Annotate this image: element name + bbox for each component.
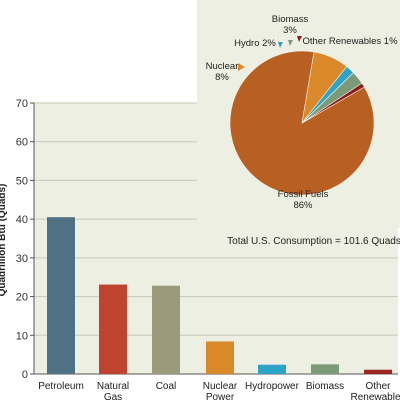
y-tick-label: 40 [16, 214, 28, 226]
pie-label-other-renewables: Other Renewables 1% [302, 36, 398, 47]
pie-label-nuclear-pct: 8% [215, 72, 229, 83]
bar-other-renewables [364, 369, 392, 374]
x-tick-label: Petroleum [38, 381, 84, 392]
bar-natural-gas [99, 284, 127, 374]
pie-pointer-arrow [238, 63, 245, 71]
pie-pointer-arrow [288, 40, 293, 46]
bar-coal [152, 285, 180, 374]
pie-label-hydro-pct: 2% [262, 38, 276, 49]
y-tick-label: 70 [16, 98, 28, 110]
bar-biomass [311, 364, 339, 374]
total-consumption-note: Total U.S. Consumption = 101.6 Quads [227, 236, 400, 247]
bar-nuclear-power [206, 341, 234, 374]
pie-slice-other-renewables [301, 82, 365, 124]
y-tick-label: 10 [16, 330, 28, 342]
pie-label-nuclear: Nuclear [206, 61, 239, 72]
pie-label-hydro-name: Hydro [234, 38, 259, 49]
pie-pointer-arrow [278, 42, 283, 48]
y-axis-label: Quadrillion Btu (Quads) [0, 184, 8, 297]
x-tick-label: Coal [156, 381, 177, 392]
y-tick-label: 30 [16, 253, 28, 265]
pie-pointer-arrow [297, 36, 302, 42]
pie-pointer-arrow [293, 181, 303, 188]
x-tick-label: Biomass [306, 381, 344, 392]
y-tick-label: 0 [22, 369, 28, 381]
y-tick-label: 60 [16, 137, 28, 149]
y-tick-label: 20 [16, 292, 28, 304]
pie-label-biomass-pct: 3% [283, 25, 297, 36]
x-tick-label: Natural Gas [97, 381, 129, 400]
x-tick-label: Hydropower [245, 381, 300, 392]
pie-label-other-renewables-pct: 1% [384, 36, 398, 47]
bar-petroleum [47, 217, 75, 374]
bar-hydropower [258, 364, 286, 374]
pie-label-hydro: Hydro 2% [234, 38, 276, 49]
pie-label-fossil-fuels-pct: 86% [293, 200, 313, 211]
pie-label-biomass: Biomass [272, 14, 309, 25]
x-tick-label: Nuclear Power [203, 381, 238, 400]
pie-label-other-renewables-name: Other Renewables [302, 36, 381, 47]
y-tick-label: 50 [16, 175, 28, 187]
pie-label-fossil-fuels: Fossil Fuels [278, 189, 329, 200]
